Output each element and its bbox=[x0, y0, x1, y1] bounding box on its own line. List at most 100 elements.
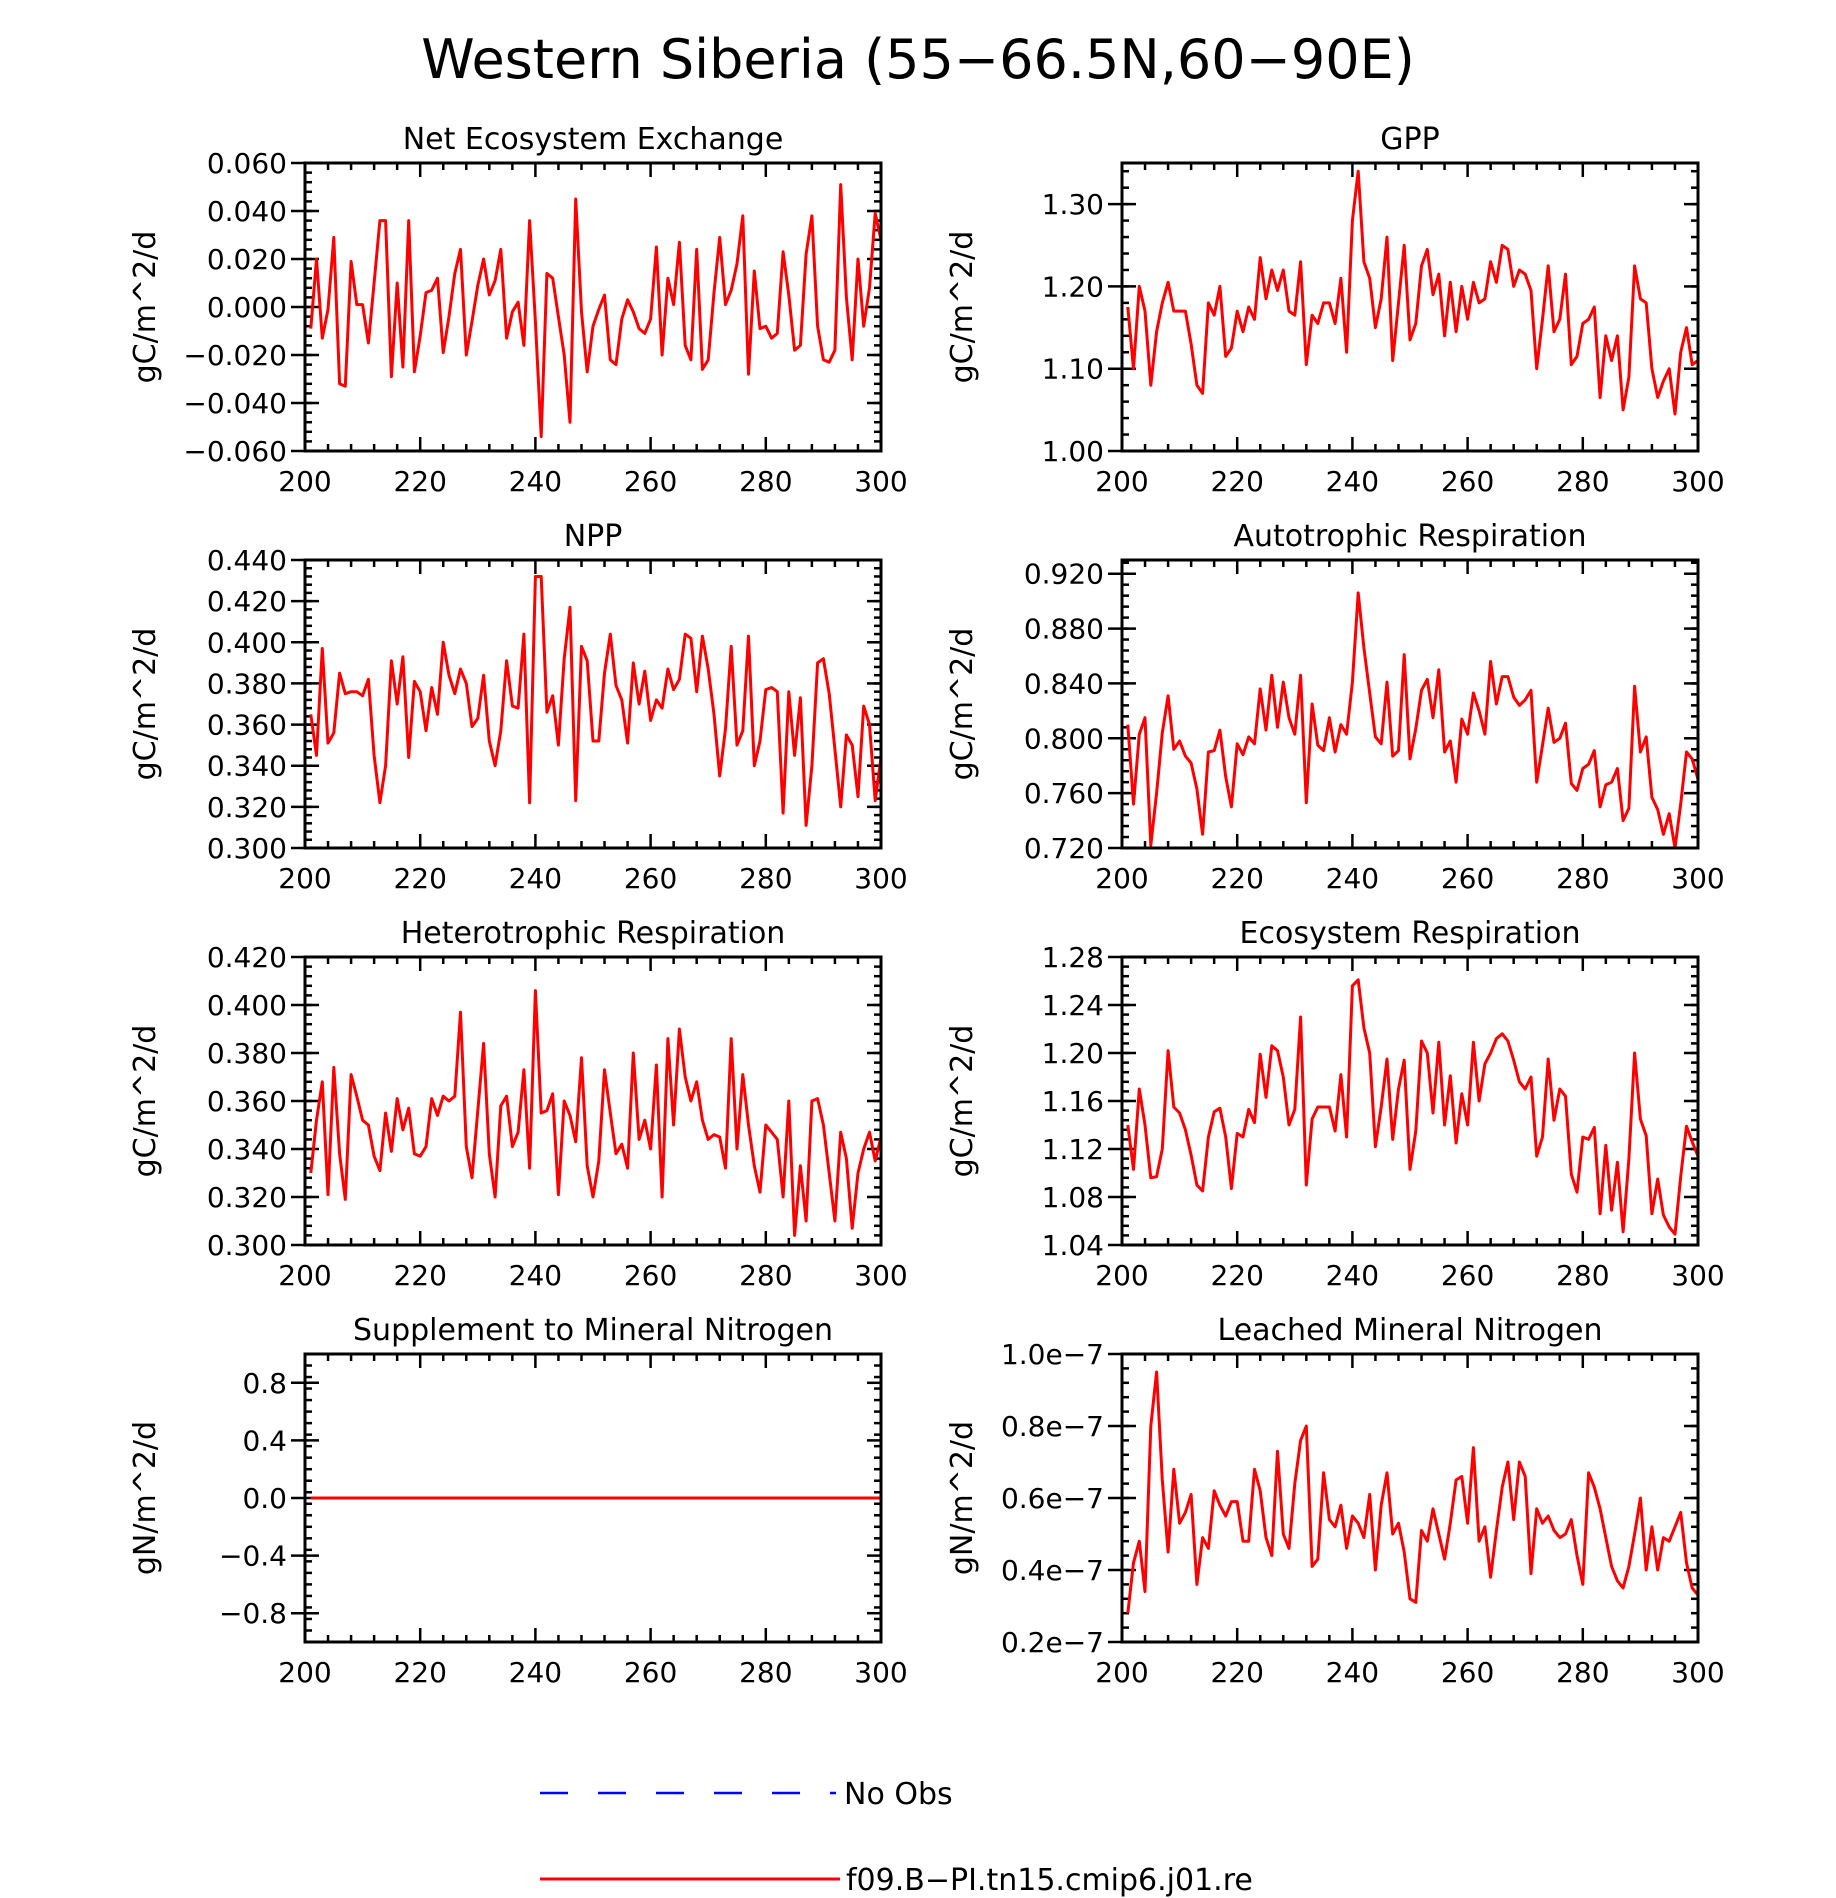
panel-title: Ecosystem Respiration bbox=[1240, 916, 1581, 951]
y-tick-label: 1.30 bbox=[1042, 188, 1104, 221]
legend-label-no-obs: No Obs bbox=[844, 1777, 953, 1812]
y-tick-label: 0.720 bbox=[1024, 832, 1104, 865]
y-tick-label: 0.400 bbox=[207, 989, 287, 1022]
x-tick-label: 300 bbox=[1671, 862, 1724, 895]
y-tick-label: −0.060 bbox=[183, 435, 287, 468]
y-tick-label: 1.12 bbox=[1042, 1133, 1104, 1166]
plot-frame bbox=[303, 161, 883, 453]
x-tick-label: 260 bbox=[1441, 1259, 1494, 1292]
x-tick-label: 200 bbox=[1095, 1656, 1148, 1689]
panel-title: Leached Mineral Nitrogen bbox=[1218, 1313, 1603, 1348]
x-tick-label: 260 bbox=[624, 862, 677, 895]
x-tick-label: 300 bbox=[854, 465, 907, 498]
y-tick-label: 1.28 bbox=[1042, 941, 1104, 974]
y-tick-label: 0.800 bbox=[1024, 722, 1104, 755]
x-tick-label: 260 bbox=[624, 1259, 677, 1292]
y-tick-label: 0.8e−7 bbox=[1001, 1410, 1104, 1443]
x-tick-label: 260 bbox=[1441, 1656, 1494, 1689]
y-tick-label: 0.0 bbox=[242, 1482, 287, 1515]
panel-title: NPP bbox=[564, 519, 623, 554]
y-tick-label: −0.040 bbox=[183, 387, 287, 420]
panels-group: Net Ecosystem Exchange gC/m^2/d 200 220 240 2… bbox=[128, 122, 1725, 1689]
x-tick-label: 240 bbox=[509, 862, 562, 895]
panel-ecosystem-respiration: Ecosystem Respiration gC/m^2/d 200 220 240 26… bbox=[945, 916, 1725, 1292]
x-tick-label: 240 bbox=[509, 1656, 562, 1689]
y-tick-label: 1.08 bbox=[1042, 1181, 1104, 1214]
y-tick-label: 0.4 bbox=[242, 1424, 287, 1457]
series-line-model bbox=[1126, 591, 1700, 850]
y-axis-label: gC/m^2/d bbox=[128, 628, 163, 781]
y-tick-label: 0.360 bbox=[207, 709, 287, 742]
series-line-model bbox=[1126, 169, 1699, 416]
panel-title: GPP bbox=[1380, 122, 1439, 157]
y-axis-label: gC/m^2/d bbox=[945, 231, 980, 384]
y-tick-label: 0.360 bbox=[207, 1085, 287, 1118]
y-tick-label: 0.840 bbox=[1024, 667, 1104, 700]
y-tick-label: 0.320 bbox=[207, 1181, 287, 1214]
x-tick-label: 280 bbox=[739, 862, 792, 895]
y-axis-label: gC/m^2/d bbox=[945, 1025, 980, 1178]
plot-frame bbox=[303, 1352, 883, 1644]
legend: No Obs f09.B−PI.tn15.cmip6.j01.re bbox=[540, 1777, 1253, 1898]
x-tick-label: 300 bbox=[854, 1656, 907, 1689]
plot-frame bbox=[1120, 558, 1700, 850]
x-tick-label: 260 bbox=[1441, 465, 1494, 498]
x-tick-label: 240 bbox=[1326, 465, 1379, 498]
x-tick-label: 240 bbox=[1326, 862, 1379, 895]
y-axis-label: gC/m^2/d bbox=[128, 1025, 163, 1178]
x-tick-label: 300 bbox=[854, 1259, 907, 1292]
panel-gpp: GPP gC/m^2/d 200 220 240 260 280 300 1.00 1.10 1.2… bbox=[945, 122, 1725, 498]
y-tick-label: 0.4e−7 bbox=[1001, 1554, 1104, 1587]
panel-net-ecosystem-exchange: Net Ecosystem Exchange gC/m^2/d 200 220 240 2… bbox=[128, 122, 908, 498]
y-tick-label: 0.000 bbox=[207, 291, 287, 324]
panel-npp: NPP gC/m^2/d 200 220 240 260 280 300 0.300 0.320 0… bbox=[128, 519, 908, 895]
series-line-model bbox=[309, 575, 883, 827]
panel-leached-mineral-nitrogen: Leached Mineral Nitrogen gN/m^2/d 200 220 24… bbox=[945, 1313, 1725, 1689]
y-tick-label: 0.040 bbox=[207, 195, 287, 228]
series-line-model bbox=[309, 989, 883, 1237]
x-tick-label: 260 bbox=[624, 465, 677, 498]
x-tick-label: 200 bbox=[278, 862, 331, 895]
y-tick-label: 0.060 bbox=[207, 147, 287, 180]
panel-title: Autotrophic Respiration bbox=[1233, 519, 1586, 554]
y-tick-label: 0.440 bbox=[207, 544, 287, 577]
x-tick-label: 300 bbox=[854, 862, 907, 895]
panel-supplement-to-mineral-nitrogen: Supplement to Mineral Nitrogen gN/m^2/d 20… bbox=[128, 1313, 908, 1689]
y-tick-label: 0.300 bbox=[207, 1229, 287, 1262]
panel-title: Supplement to Mineral Nitrogen bbox=[353, 1313, 833, 1348]
panel-title: Heterotrophic Respiration bbox=[401, 916, 786, 951]
x-tick-label: 280 bbox=[739, 1656, 792, 1689]
x-tick-label: 240 bbox=[1326, 1259, 1379, 1292]
y-tick-label: 0.340 bbox=[207, 1133, 287, 1166]
y-tick-label: 1.00 bbox=[1042, 435, 1104, 468]
y-tick-label: 0.380 bbox=[207, 667, 287, 700]
y-tick-label: −0.020 bbox=[183, 339, 287, 372]
y-tick-label: 1.10 bbox=[1042, 353, 1104, 386]
y-tick-label: −0.8 bbox=[219, 1597, 287, 1630]
y-tick-label: 1.20 bbox=[1042, 270, 1104, 303]
x-tick-label: 220 bbox=[393, 862, 446, 895]
x-tick-label: 240 bbox=[509, 1259, 562, 1292]
panel-title: Net Ecosystem Exchange bbox=[403, 122, 784, 157]
y-axis-label: gN/m^2/d bbox=[945, 1421, 980, 1575]
y-tick-label: 0.6e−7 bbox=[1001, 1482, 1104, 1515]
x-tick-label: 280 bbox=[1556, 862, 1609, 895]
plot-frame bbox=[303, 558, 883, 850]
y-axis-label: gN/m^2/d bbox=[128, 1421, 163, 1575]
x-tick-label: 200 bbox=[278, 465, 331, 498]
y-tick-label: 1.0e−7 bbox=[1001, 1338, 1104, 1371]
x-tick-label: 280 bbox=[739, 1259, 792, 1292]
x-tick-label: 220 bbox=[393, 1259, 446, 1292]
y-tick-label: 0.380 bbox=[207, 1037, 287, 1070]
y-tick-label: 0.400 bbox=[207, 626, 287, 659]
y-tick-label: 1.24 bbox=[1042, 989, 1104, 1022]
x-tick-label: 200 bbox=[1095, 465, 1148, 498]
x-tick-label: 240 bbox=[509, 465, 562, 498]
y-tick-label: 0.880 bbox=[1024, 613, 1104, 646]
x-tick-label: 260 bbox=[1441, 862, 1494, 895]
y-tick-label: 1.04 bbox=[1042, 1229, 1104, 1262]
x-tick-label: 240 bbox=[1326, 1656, 1379, 1689]
x-tick-label: 220 bbox=[1210, 1259, 1263, 1292]
x-tick-label: 200 bbox=[278, 1656, 331, 1689]
y-tick-label: 0.2e−7 bbox=[1001, 1626, 1104, 1659]
